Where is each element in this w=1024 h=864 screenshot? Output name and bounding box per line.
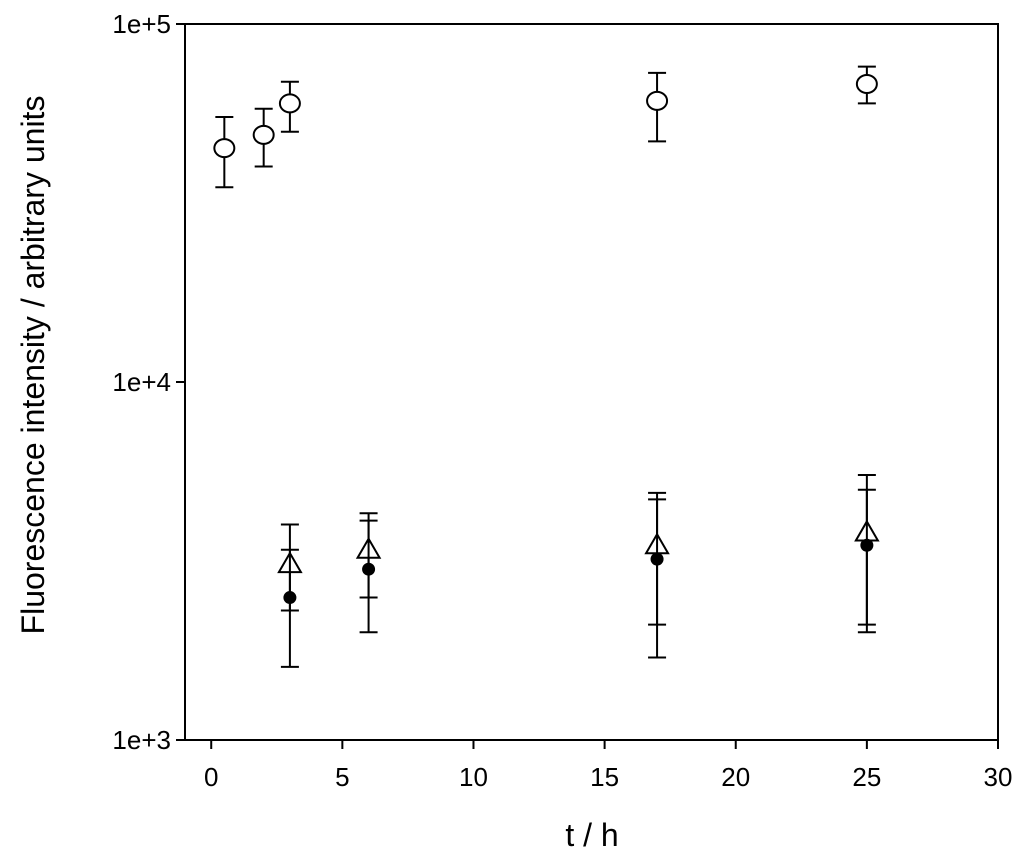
data-point-open-circle [213, 138, 236, 159]
series-filled-circle [280, 488, 876, 668]
y-tick-label: 1e+5 [112, 9, 171, 39]
data-point-open-circle [855, 73, 878, 94]
y-axis-label: Fluorescence intensity / arbitrary units [15, 96, 51, 635]
x-tick-label: 15 [590, 762, 619, 792]
axis-ticks: 0 5 10 15 20 25 30 1e+3 1e+4 1e+5 [112, 9, 1012, 792]
x-axis-label: t / h [565, 817, 618, 853]
x-tick-label: 0 [204, 762, 218, 792]
x-tick-label: 25 [852, 762, 881, 792]
x-tick-label: 30 [984, 762, 1013, 792]
data-point-filled-circle [283, 591, 297, 605]
plot-area-frame [184, 23, 999, 741]
y-tick-label: 1e+3 [112, 725, 171, 755]
data-point-open-circle [252, 124, 275, 145]
series-open-circle [213, 65, 878, 189]
x-tick-label: 5 [335, 762, 349, 792]
data-point-filled-circle [362, 562, 376, 576]
data-point-open-circle [278, 93, 301, 114]
x-tick-label: 20 [721, 762, 750, 792]
data-point-filled-circle [860, 538, 874, 552]
x-tick-label: 10 [459, 762, 488, 792]
data-point-open-circle [646, 90, 669, 111]
data-point-filled-circle [650, 552, 664, 566]
data-marks [213, 65, 880, 668]
y-tick-label: 1e+4 [112, 367, 171, 397]
